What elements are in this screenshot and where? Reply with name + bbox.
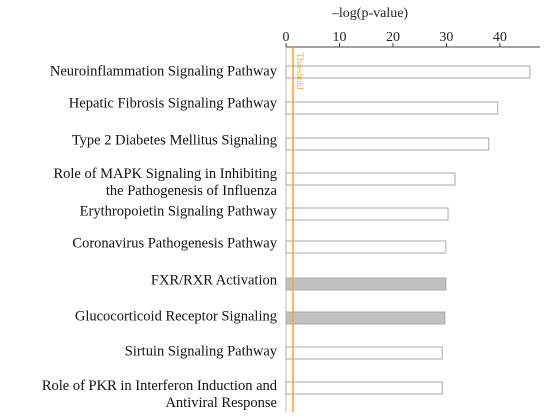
bar	[285, 137, 490, 151]
x-tick-label: 30	[439, 30, 453, 45]
bar	[285, 240, 447, 254]
bar	[285, 207, 449, 221]
x-tick-label: 0	[283, 30, 290, 45]
category-label: Erythropoietin Signaling Pathway	[79, 203, 277, 220]
category-label: FXR/RXR Activation	[150, 272, 277, 289]
x-axis-title: –log(p-value)	[331, 6, 409, 21]
category-label: Glucocorticoid Receptor Signaling	[74, 308, 277, 325]
bar	[285, 381, 443, 395]
category-label: Coronavirus Pathogenesis Pathway	[72, 235, 277, 252]
x-tick-label: 40	[493, 30, 507, 45]
category-label: Role of PKR in Interferon Induction and …	[41, 378, 277, 411]
x-tick-label: 10	[332, 30, 346, 45]
x-tick-label: 20	[386, 30, 400, 45]
bar	[285, 311, 446, 325]
bar	[285, 65, 531, 79]
category-label: Sirtuin Signaling Pathway	[124, 343, 277, 360]
bar	[285, 101, 499, 115]
category-label: Type 2 Diabetes Mellitus Signaling	[71, 132, 277, 149]
category-label: Hepatic Fibrosis Signaling Pathway	[68, 95, 277, 112]
bar	[285, 277, 447, 291]
threshold-label: Threshold	[295, 53, 305, 90]
bar	[285, 172, 456, 186]
category-label: Neuroinflammation Signaling Pathway	[49, 63, 277, 80]
bar	[285, 346, 443, 360]
category-label: Role of MAPK Signaling in Inhibiting the…	[53, 166, 277, 199]
